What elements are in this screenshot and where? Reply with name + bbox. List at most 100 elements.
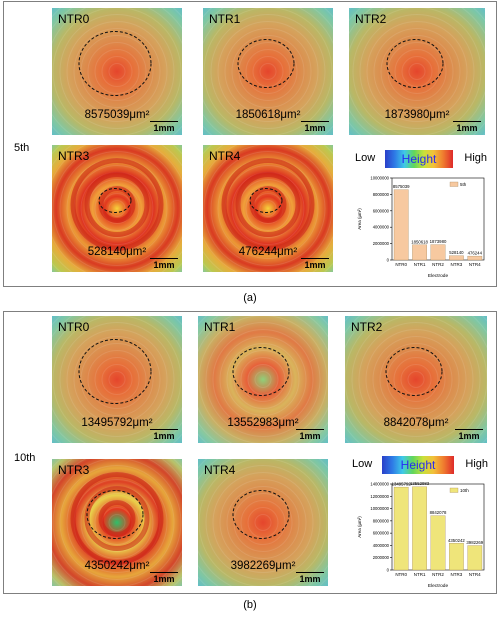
scale-bar-label: 1mm bbox=[304, 123, 326, 133]
x-tick-label: NTR4 bbox=[469, 572, 481, 577]
caption-b: (b) bbox=[243, 599, 257, 611]
tile-a-4: NTR4 476244μm² 1mm bbox=[203, 145, 333, 272]
tile-b-0: NTR0 13495792μm² 1mm bbox=[52, 316, 182, 443]
height-legend-a: Low Height High bbox=[355, 150, 487, 169]
area-value: 1850618μm² bbox=[235, 109, 301, 121]
scale-bar-label: 1mm bbox=[153, 123, 175, 133]
y-tick-label: 8000000 bbox=[373, 518, 390, 523]
heatmap-image bbox=[203, 145, 333, 272]
scale-bar-line bbox=[296, 429, 324, 430]
x-tick-label: NTR3 bbox=[451, 262, 463, 267]
tile-b-4: NTR4 3982269μm² 1mm bbox=[198, 459, 328, 586]
area-value: 13552983μm² bbox=[227, 417, 299, 429]
scale-bar-line bbox=[296, 572, 324, 573]
bar-value-label: 3982269 bbox=[466, 540, 483, 545]
x-tick-label: NTR2 bbox=[432, 262, 444, 267]
scale-bar: 1mm bbox=[150, 121, 178, 133]
bar-ntr0 bbox=[393, 189, 409, 261]
tile-a-2: NTR2 1873980μm² 1mm bbox=[349, 8, 485, 135]
bar-ntr0 bbox=[393, 486, 409, 571]
x-tick-label: NTR3 bbox=[451, 572, 463, 577]
legend-low: Low bbox=[355, 152, 376, 164]
height-legend-b: Low Height High bbox=[352, 456, 488, 475]
scale-bar: 1mm bbox=[150, 429, 178, 441]
height-gradient: Height bbox=[385, 150, 453, 168]
scale-bar-line bbox=[150, 429, 178, 430]
bar-value-label: 8575039 bbox=[393, 184, 410, 189]
scale-bar-label: 1mm bbox=[304, 260, 326, 270]
bar-value-label: 1850618 bbox=[411, 239, 428, 244]
bar-chart-5th: 0 2000000 4000000 6000000 8000000 10000000 Are… bbox=[352, 172, 488, 280]
x-tick-label: NTR0 bbox=[395, 572, 407, 577]
scale-bar: 1mm bbox=[296, 429, 324, 441]
scale-bar-line bbox=[453, 121, 481, 122]
scale-bar-line bbox=[150, 572, 178, 573]
legend-label: 10th bbox=[460, 488, 469, 493]
bar-value-label: 476244 bbox=[468, 251, 483, 256]
area-value: 13495792μm² bbox=[81, 417, 153, 429]
tile-label: NTR3 bbox=[58, 149, 90, 163]
y-tick-label: 6000000 bbox=[373, 208, 390, 213]
legend-height: Height bbox=[400, 458, 436, 472]
x-tick-label: NTR0 bbox=[395, 262, 407, 267]
y-tick-label: 8000000 bbox=[373, 192, 390, 197]
bar-ntr4 bbox=[467, 255, 483, 261]
bar-ntr1 bbox=[412, 486, 427, 571]
tile-label: NTR1 bbox=[204, 320, 236, 334]
y-tick-label: 0 bbox=[387, 258, 390, 263]
scale-bar: 1mm bbox=[301, 258, 329, 270]
heatmap-image bbox=[52, 8, 182, 135]
heatmap-image bbox=[52, 459, 182, 586]
chart-background bbox=[352, 172, 488, 280]
scale-bar-label: 1mm bbox=[299, 431, 321, 441]
legend-low: Low bbox=[352, 458, 373, 470]
scale-bar-label: 1mm bbox=[153, 574, 175, 584]
scale-bar-line bbox=[150, 258, 178, 259]
bar-ntr4 bbox=[467, 545, 483, 571]
height-gradient: Height bbox=[382, 456, 454, 474]
heatmap-image bbox=[52, 145, 182, 272]
y-tick-label: 10000000 bbox=[370, 506, 389, 511]
scale-bar-label: 1mm bbox=[153, 260, 175, 270]
bar-value-label: 13495792 bbox=[392, 482, 412, 487]
y-tick-label: 14000000 bbox=[370, 482, 389, 487]
legend-swatch bbox=[449, 181, 459, 187]
y-tick-label: 2000000 bbox=[373, 555, 390, 560]
x-tick-label: NTR2 bbox=[432, 572, 444, 577]
tile-b-2: NTR2 8842078μm² 1mm bbox=[345, 316, 487, 443]
scale-bar-label: 1mm bbox=[456, 123, 478, 133]
tile-label: NTR0 bbox=[58, 12, 90, 26]
tile-label: NTR4 bbox=[204, 463, 236, 477]
bar-value-label: 528140 bbox=[449, 250, 464, 255]
scale-bar-label: 1mm bbox=[458, 431, 480, 441]
x-tick-label: NTR1 bbox=[414, 572, 426, 577]
tile-label: NTR3 bbox=[58, 463, 90, 477]
bar-value-label: 4350242 bbox=[448, 538, 465, 543]
row-label-5th: 5th bbox=[14, 142, 30, 154]
heatmap-image bbox=[345, 316, 487, 443]
x-tick-label: NTR4 bbox=[469, 262, 481, 267]
area-value: 476244μm² bbox=[238, 246, 298, 258]
x-axis-label: Electrode bbox=[428, 273, 449, 279]
bar-value-label: 8842078 bbox=[430, 510, 447, 515]
scale-bar-line bbox=[150, 121, 178, 122]
area-value: 3982269μm² bbox=[230, 560, 296, 572]
heatmap-image bbox=[52, 316, 182, 443]
panel-b bbox=[3, 311, 497, 594]
area-value: 8575039μm² bbox=[84, 109, 150, 121]
panel-a bbox=[3, 1, 497, 287]
bar-chart-10th: 0 2000000 4000000 6000000 8000000 10000000 120… bbox=[352, 478, 488, 590]
heatmap-image bbox=[198, 459, 328, 586]
scale-bar: 1mm bbox=[150, 258, 178, 270]
tile-label: NTR2 bbox=[351, 320, 383, 334]
tile-a-0: NTR0 8575039μm² 1mm bbox=[52, 8, 182, 135]
heatmap-image bbox=[198, 316, 328, 443]
y-tick-label: 6000000 bbox=[373, 531, 390, 536]
tile-a-1: NTR1 1850618μm² 1mm bbox=[203, 8, 333, 135]
scale-bar-label: 1mm bbox=[153, 431, 175, 441]
bar-ntr2 bbox=[430, 244, 446, 261]
tile-b-1: NTR1 13552983μm² 1mm bbox=[198, 316, 328, 443]
tile-b-3: NTR3 4350242μm² 1mm bbox=[52, 459, 182, 586]
legend-label: 5th bbox=[460, 182, 467, 187]
x-tick-label: NTR1 bbox=[414, 262, 426, 267]
